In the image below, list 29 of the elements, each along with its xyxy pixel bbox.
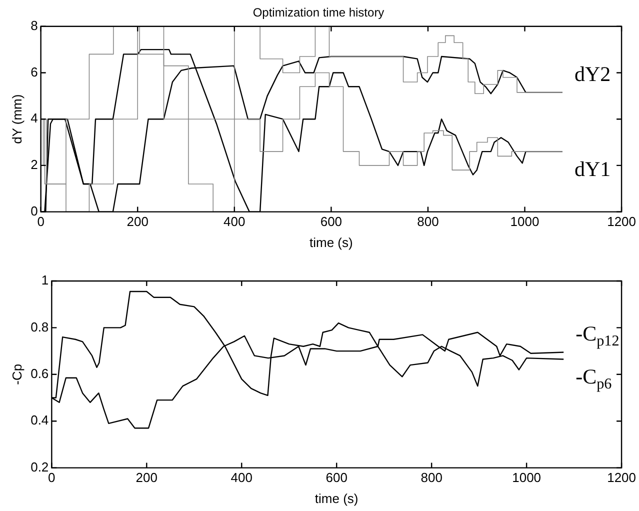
x-tick-label: 600 xyxy=(326,470,348,486)
y-tick-label: 0.6 xyxy=(30,366,49,381)
y-tick-label: 2 xyxy=(30,157,38,172)
x-tick-label: 400 xyxy=(224,214,246,230)
y-tick-label: 0 xyxy=(30,203,38,218)
x-tick-label: 400 xyxy=(230,470,252,486)
x-tick-label: 1000 xyxy=(512,470,542,486)
y-axis-title: dY (mm) xyxy=(9,94,24,144)
x-tick-label: 1200 xyxy=(607,214,636,230)
y-tick-label: 4 xyxy=(30,110,38,126)
y-tick-label: 0.2 xyxy=(30,459,49,474)
legend-label: dY2 xyxy=(574,62,611,86)
y-tick-label: 8 xyxy=(30,18,38,33)
x-tick-label: 200 xyxy=(126,214,148,230)
x-tick-label: 600 xyxy=(320,214,342,230)
y-tick-label: 6 xyxy=(30,64,38,80)
x-axis-title: time (s) xyxy=(310,234,353,250)
x-tick-label: 200 xyxy=(136,470,158,486)
x-tick-label: 1200 xyxy=(607,470,636,486)
y-axis-title: -Cp xyxy=(9,364,24,385)
y-tick-label: 0.8 xyxy=(30,319,49,334)
x-tick-label: 800 xyxy=(420,470,442,486)
x-axis-title: time (s) xyxy=(314,490,358,506)
x-tick-label: 800 xyxy=(417,214,439,230)
y-tick-label: 1 xyxy=(41,272,49,288)
chart-title: Optimization time history xyxy=(252,6,384,20)
x-tick-label: 1000 xyxy=(510,214,540,230)
legend-label: dY1 xyxy=(574,157,611,182)
y-tick-label: 0.4 xyxy=(30,412,49,428)
